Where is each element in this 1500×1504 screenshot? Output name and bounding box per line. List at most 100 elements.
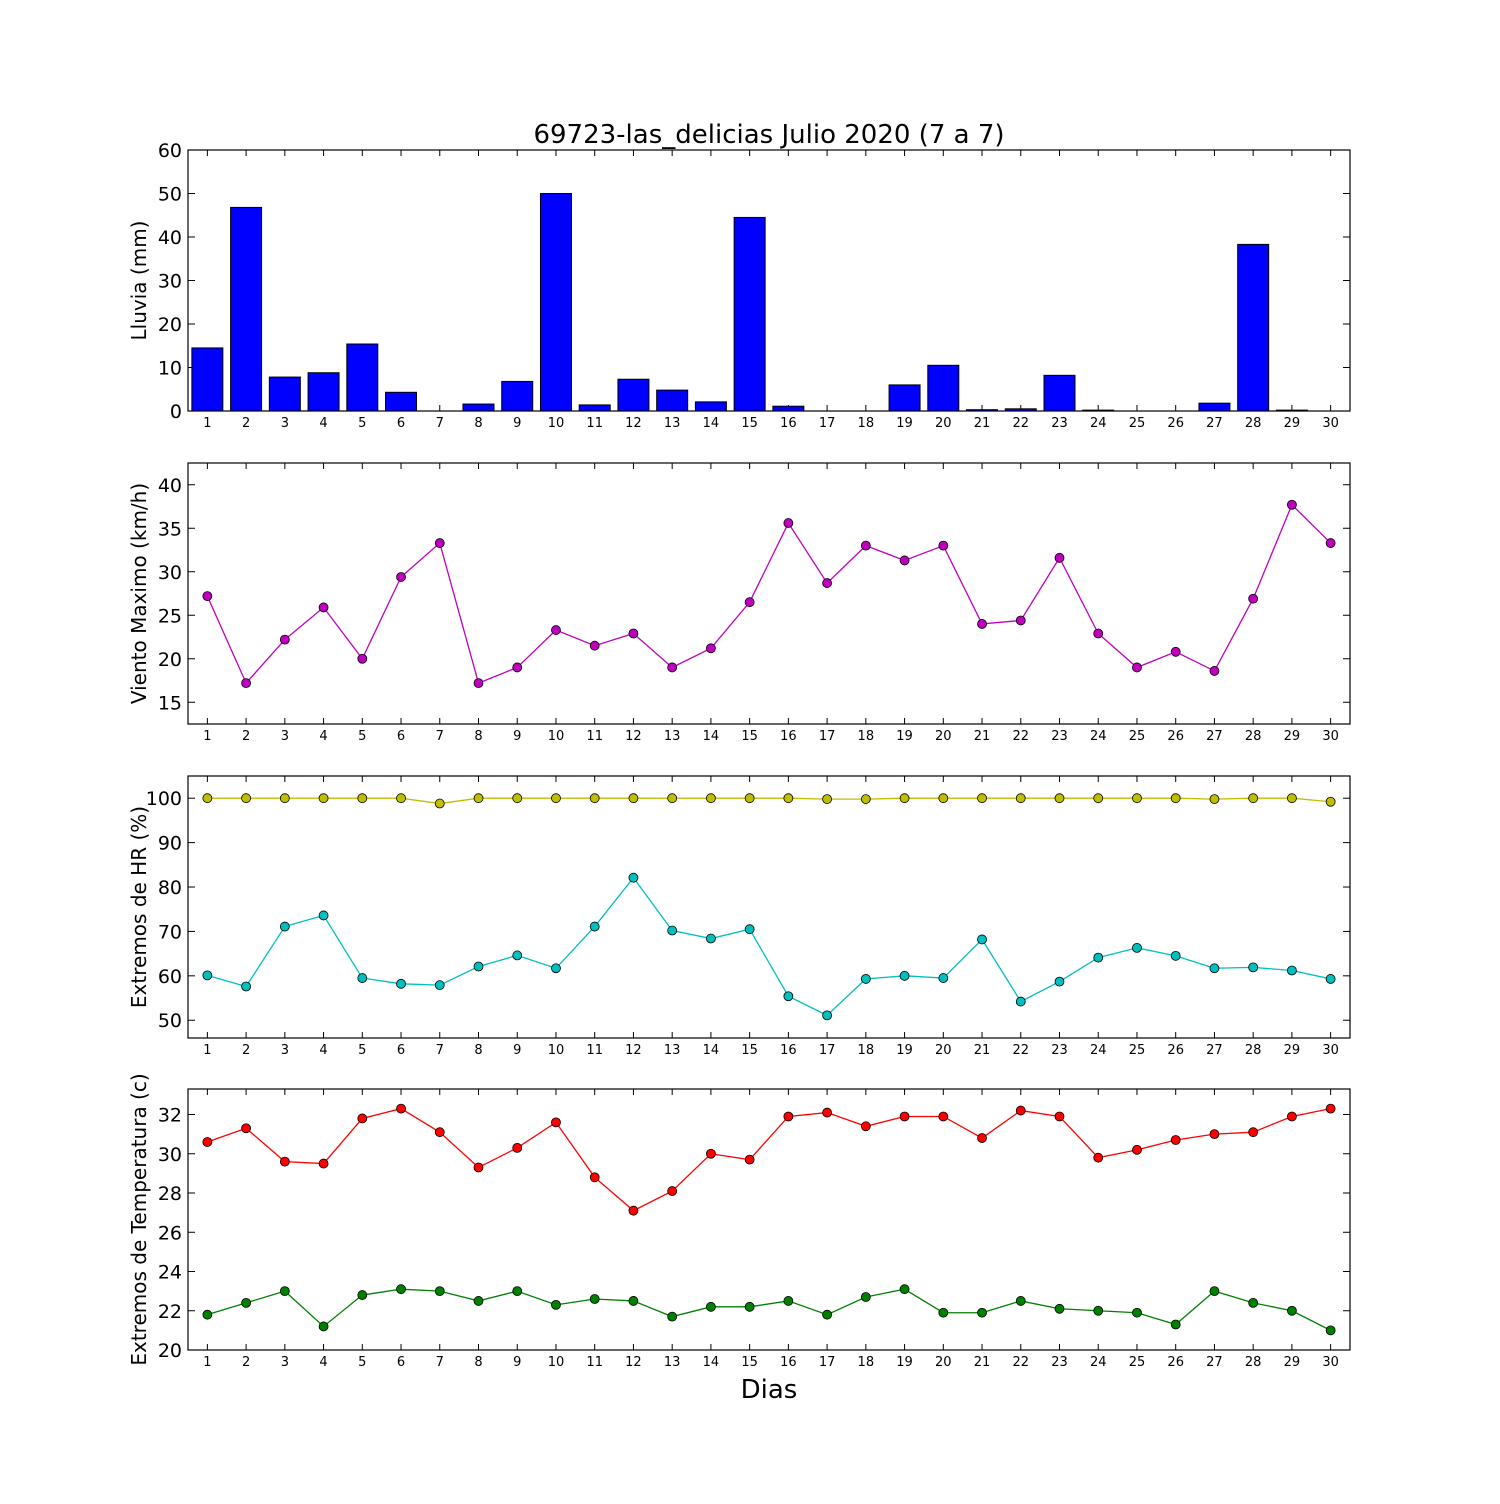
x-tick-label: 22 — [1012, 1043, 1029, 1058]
data-point — [1209, 666, 1220, 676]
x-tick-label: 1 — [203, 1043, 211, 1058]
y-tick-label: 60 — [158, 140, 182, 162]
x-tick-label: 11 — [586, 1043, 603, 1058]
bar — [307, 372, 340, 412]
data-point — [899, 1111, 910, 1122]
x-tick-label: 6 — [397, 1355, 405, 1370]
x-tick-label: 25 — [1129, 416, 1146, 431]
data-point — [202, 1309, 213, 1320]
bar — [888, 384, 921, 412]
y-tick-label: 22 — [158, 1301, 182, 1323]
data-point — [744, 1154, 755, 1165]
bar — [462, 403, 495, 412]
data-point — [551, 963, 561, 974]
x-tick-label: 6 — [397, 1043, 405, 1058]
data-point — [977, 619, 987, 629]
data-point — [667, 1311, 678, 1322]
x-tick-label: 9 — [513, 1043, 521, 1058]
data-point — [357, 1113, 368, 1124]
data-point — [706, 793, 716, 804]
y-tick-label: 24 — [158, 1262, 182, 1284]
data-point — [744, 924, 755, 935]
x-tick-label: 16 — [780, 416, 797, 431]
data-point — [396, 793, 406, 804]
x-tick-label: 26 — [1167, 729, 1184, 744]
data-point — [1209, 1286, 1220, 1297]
y-tick-label: 20 — [158, 1340, 182, 1362]
data-point — [860, 1121, 871, 1132]
bar — [656, 389, 689, 412]
x-tick-label: 3 — [281, 1355, 289, 1370]
data-point — [512, 1142, 523, 1153]
data-point — [434, 980, 445, 991]
x-tick-label: 4 — [319, 416, 327, 431]
data-point — [899, 1284, 910, 1295]
x-tick-label: 27 — [1206, 1355, 1223, 1370]
plot-frame — [187, 775, 1351, 1039]
bar — [1043, 374, 1076, 412]
x-tick-label: 15 — [741, 729, 758, 744]
data-point — [551, 793, 561, 804]
data-point — [241, 1123, 252, 1134]
x-tick-label: 24 — [1090, 729, 1107, 744]
x-tick-label: 3 — [281, 1043, 289, 1058]
y-tick-label: 15 — [158, 692, 182, 714]
x-tick-label: 5 — [358, 1355, 366, 1370]
data-point — [783, 991, 794, 1002]
x-tick-label: 6 — [397, 729, 405, 744]
x-tick-label: 1 — [203, 416, 211, 431]
y-tick-label: 90 — [158, 833, 182, 855]
data-point — [1248, 593, 1259, 604]
data-point — [667, 662, 678, 673]
x-tick-label: 20 — [935, 1355, 952, 1370]
x-tick-label: 11 — [586, 729, 603, 744]
x-tick-label: 18 — [858, 416, 875, 431]
x-tick-label: 8 — [474, 1043, 482, 1058]
data-point — [977, 793, 987, 804]
x-tick-label: 26 — [1167, 416, 1184, 431]
data-point — [628, 872, 639, 883]
bar — [1004, 408, 1037, 412]
data-point — [1325, 1103, 1336, 1114]
data-point — [977, 1307, 987, 1318]
data-point — [434, 538, 445, 548]
x-tick-label: 21 — [974, 1355, 991, 1370]
data-point — [318, 1321, 329, 1332]
data-point — [434, 1286, 445, 1297]
data-point — [396, 1284, 406, 1295]
y-tick-label: 40 — [158, 227, 182, 249]
data-point — [357, 973, 368, 983]
data-point — [1248, 793, 1259, 804]
x-tick-label: 23 — [1051, 1043, 1068, 1058]
bar — [346, 343, 379, 412]
data-point — [667, 925, 678, 936]
x-tick-label: 14 — [703, 1043, 720, 1058]
y-tick-label: 25 — [158, 605, 182, 627]
x-tick-label: 12 — [625, 1355, 642, 1370]
bar — [927, 364, 960, 412]
data-point — [1132, 1144, 1142, 1155]
data-point — [1209, 963, 1220, 974]
data-point — [744, 1301, 755, 1312]
data-point — [396, 978, 406, 989]
x-tick-label: 25 — [1129, 1043, 1146, 1058]
data-point — [357, 653, 368, 664]
x-tick-label: 29 — [1284, 416, 1301, 431]
x-tick-label: 17 — [819, 729, 836, 744]
data-point — [318, 602, 329, 613]
data-point — [1287, 499, 1297, 510]
x-tick-label: 23 — [1051, 729, 1068, 744]
x-tick-label: 19 — [896, 729, 913, 744]
y-tick-label: 32 — [158, 1105, 182, 1127]
data-point — [1325, 1325, 1336, 1336]
data-point — [589, 1172, 600, 1183]
data-point — [1325, 538, 1336, 548]
x-axis-label: Dias — [741, 1375, 798, 1405]
data-point — [860, 1292, 871, 1302]
x-tick-label: 15 — [741, 1043, 758, 1058]
x-tick-label: 20 — [935, 416, 952, 431]
data-point — [1287, 965, 1297, 976]
data-point — [1093, 1152, 1104, 1163]
data-point — [1093, 793, 1104, 804]
data-point — [318, 793, 329, 804]
